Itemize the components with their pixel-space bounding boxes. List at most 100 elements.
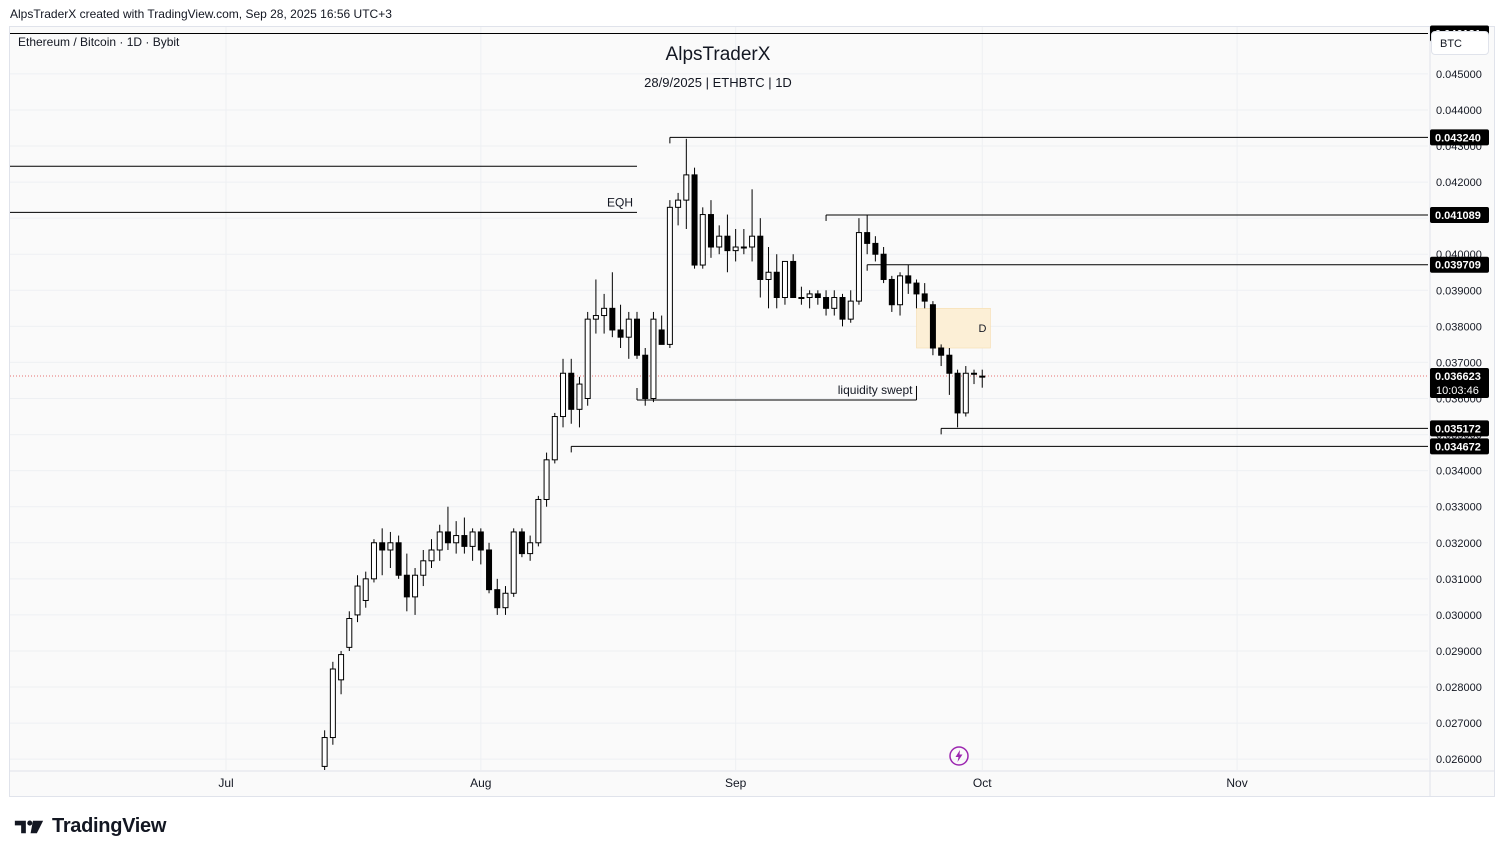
- candle-up: [979, 375, 986, 378]
- x-tick-label: Jul: [218, 776, 233, 790]
- candle-up: [576, 383, 583, 410]
- candle-up: [551, 416, 558, 461]
- candle-down: [929, 304, 936, 349]
- candle-down: [444, 531, 451, 544]
- candle-down: [814, 293, 821, 299]
- candle-up: [962, 372, 969, 414]
- candle-up: [560, 372, 567, 418]
- x-tick-label: Oct: [973, 776, 992, 790]
- candle-up: [428, 549, 435, 562]
- candle-down: [461, 535, 468, 547]
- y-tick-label: 0.030000: [1436, 610, 1482, 622]
- price-label-text: 0.035172: [1435, 423, 1481, 435]
- demand-zone: [916, 308, 991, 349]
- candle-down: [913, 282, 920, 295]
- candle-down: [691, 174, 698, 266]
- candle-up: [806, 293, 813, 299]
- candle-up: [584, 318, 591, 399]
- y-tick-label: 0.037000: [1436, 357, 1482, 369]
- candle-up: [502, 592, 509, 609]
- candle-down: [954, 372, 961, 414]
- candle-down: [946, 354, 953, 374]
- candle-down: [403, 574, 410, 598]
- countdown-text: 10:03:46: [1436, 385, 1479, 397]
- y-tick-label: 0.038000: [1436, 321, 1482, 333]
- y-tick-label: 0.039000: [1436, 285, 1482, 297]
- candle-up: [370, 542, 377, 580]
- tradingview-logo-icon: [14, 820, 44, 833]
- candle-down: [880, 253, 887, 280]
- candle-down: [790, 260, 797, 299]
- y-tick-label: 0.034000: [1436, 466, 1482, 478]
- candle-up: [683, 174, 690, 201]
- lightning-icon[interactable]: [949, 746, 969, 766]
- candle-up: [321, 737, 328, 767]
- candle-down: [938, 347, 945, 356]
- chart-subtitle: 28/9/2025 | ETHBTC | 1D: [644, 75, 792, 90]
- currency-button[interactable]: BTC: [1431, 31, 1489, 55]
- last-price-text: 0.036623: [1435, 371, 1481, 383]
- candle-up: [601, 307, 608, 317]
- candle-up: [527, 542, 534, 555]
- candle-up: [781, 260, 788, 299]
- candle-up: [453, 535, 460, 544]
- candle-up: [535, 498, 542, 544]
- candle-down: [634, 318, 640, 356]
- candle-up: [592, 315, 599, 320]
- candle-up: [897, 275, 904, 306]
- candle-down: [724, 235, 731, 252]
- price-label-text: 0.043240: [1435, 132, 1481, 144]
- candle-up: [510, 531, 517, 594]
- segment-label: EQH: [607, 195, 633, 209]
- y-tick-label: 0.044000: [1436, 105, 1482, 117]
- symbol-label[interactable]: Ethereum / Bitcoin · 1D · Bybit: [18, 35, 180, 49]
- candle-down: [477, 531, 484, 551]
- candle-down: [888, 278, 895, 306]
- candle-down: [518, 531, 525, 555]
- footer-brand[interactable]: TradingView: [12, 815, 166, 838]
- candle-down: [568, 372, 575, 410]
- candle-up: [329, 668, 336, 739]
- y-tick-label: 0.027000: [1436, 718, 1482, 730]
- candle-down: [921, 293, 928, 302]
- candle-up: [831, 297, 838, 309]
- candle-down: [379, 542, 386, 551]
- candle-down: [486, 549, 493, 591]
- y-tick-label: 0.031000: [1436, 574, 1482, 586]
- x-tick-label: Aug: [470, 776, 491, 790]
- candle-up: [650, 318, 657, 399]
- candle-up: [436, 531, 443, 551]
- candle-down: [658, 329, 665, 345]
- price-label-box: [1430, 206, 1489, 223]
- candle-up: [387, 542, 394, 551]
- candle-down: [642, 354, 649, 399]
- candle-down: [395, 542, 402, 576]
- candle-down: [823, 297, 830, 309]
- price-label-text: 0.034672: [1435, 441, 1481, 453]
- candle-up: [412, 574, 419, 598]
- candle-up: [716, 235, 723, 248]
- candle-up: [543, 459, 550, 500]
- y-tick-label: 0.026000: [1436, 754, 1482, 766]
- candle-up: [346, 618, 353, 648]
- candle-down: [905, 275, 912, 284]
- chart-frame: [9, 26, 1495, 797]
- candle-up: [338, 654, 345, 681]
- candle-up: [420, 560, 427, 576]
- price-label-text: 0.039709: [1435, 260, 1481, 272]
- candle-down: [864, 232, 871, 244]
- price-label-box: [1430, 438, 1489, 455]
- candle-up: [354, 585, 361, 616]
- y-tick-label: 0.045000: [1436, 69, 1482, 81]
- candle-down: [757, 235, 764, 280]
- candle-up: [625, 318, 632, 338]
- chart-title: AlpsTraderX: [665, 44, 771, 65]
- candle-up: [798, 297, 805, 300]
- y-tick-label: 0.029000: [1436, 646, 1482, 658]
- candle-down: [707, 214, 714, 248]
- candle-up: [675, 199, 682, 208]
- y-tick-label: 0.042000: [1436, 177, 1482, 189]
- segment-label: liquidity swept: [838, 383, 913, 397]
- candle-up: [855, 232, 862, 302]
